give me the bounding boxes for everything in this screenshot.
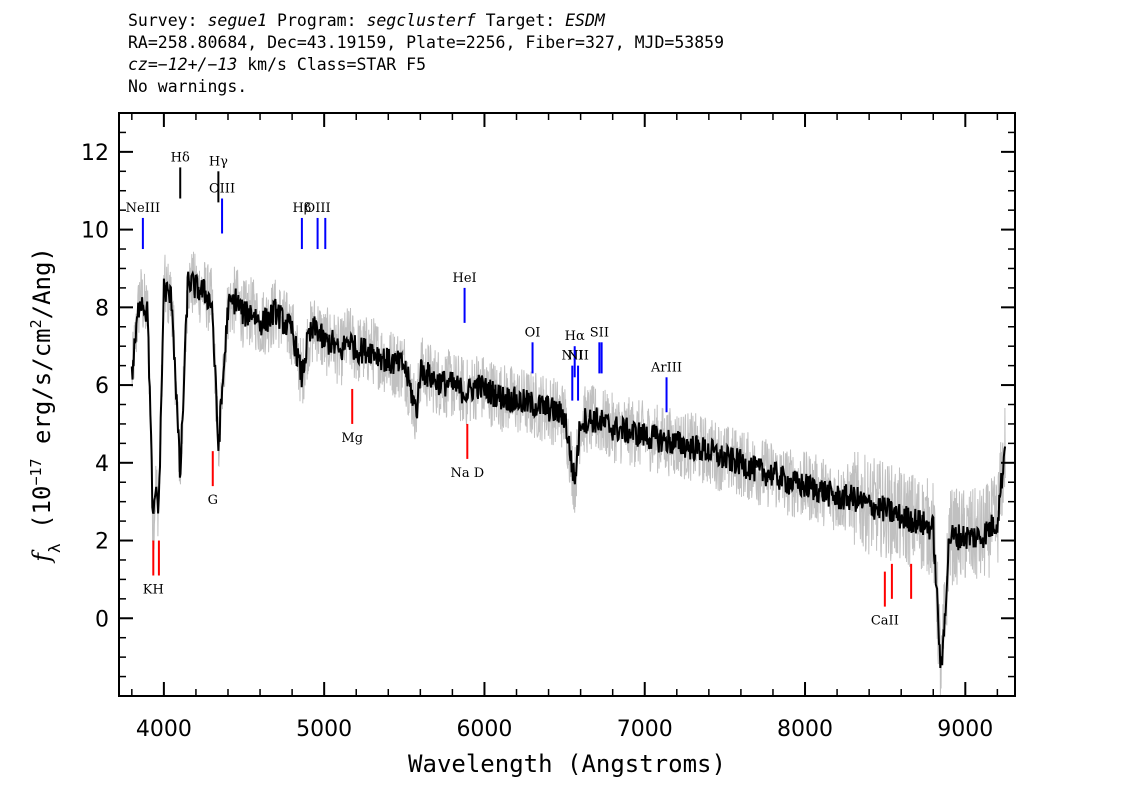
y-tick-label: 10	[81, 219, 109, 244]
header-coordinates-line: RA=258.80684, Dec=43.19159, Plate=2256, …	[128, 33, 725, 52]
y-tick-label: 6	[95, 374, 109, 399]
cz-label: cz	[128, 55, 148, 74]
target-label: Target:	[475, 11, 566, 30]
plot-header: Survey: segue1 Program: segclusterf Targ…	[128, 10, 724, 98]
ylabel-text: /Ang)	[28, 247, 56, 319]
ticks-layer: 4000 5000 6000 7000 8000 9000 0 2 4 6 8 10 12	[81, 113, 1015, 742]
survey-label: Survey:	[128, 11, 208, 30]
survey-value: segue1	[207, 11, 268, 30]
class-text: km/s Class=STAR F5	[237, 55, 427, 74]
y-tick-label: 12	[81, 141, 109, 166]
x-axis-label: Wavelength (Angstroms)	[408, 750, 726, 778]
emission-line-label: NeIII	[126, 201, 160, 216]
ylabel-text: erg/s/cm	[28, 328, 56, 458]
x-tick-label: 9000	[937, 717, 993, 742]
x-tick-label: 5000	[296, 717, 352, 742]
emission-line-label: Hα	[565, 329, 585, 344]
emission-line-label: OI	[525, 325, 541, 340]
ylabel-exponent: 2	[27, 319, 45, 328]
absorption-line-label: Na D	[450, 466, 484, 481]
absorption-line-label: CaII	[871, 614, 899, 629]
absorption-line-label: Mg	[341, 431, 363, 446]
emission-line-label: HeI	[452, 271, 476, 286]
program-value: segclusterf	[366, 11, 476, 30]
plot-frame	[118, 112, 1016, 697]
y-tick-label: 0	[95, 607, 109, 632]
header-redshift-line: cz=−12+/−13 km/s Class=STAR F5	[128, 54, 724, 76]
emission-line-label: ArIII	[650, 360, 682, 375]
header-warnings-line: No warnings.	[128, 77, 248, 96]
header-survey-line: Survey: segue1 Program: segclusterf Targ…	[128, 10, 724, 32]
emission-line-label: NII	[567, 349, 589, 364]
program-label: Program:	[267, 11, 367, 30]
spectrum-line	[130, 270, 1007, 669]
x-tick-label: 8000	[777, 717, 833, 742]
emission-line-label: OIII	[209, 182, 235, 197]
absorption-line-label: G	[208, 493, 218, 508]
ylabel-text: (10	[28, 486, 56, 544]
emission-line-label: NII	[561, 349, 583, 364]
x-tick-label: 6000	[456, 717, 512, 742]
y-tick-label: 4	[95, 452, 109, 477]
y-axis-label: fλ (10−17 erg/s/cm2/Ang)	[27, 247, 64, 564]
y-tick-label: 2	[95, 530, 109, 555]
emission-line-label: Hδ	[171, 150, 190, 165]
emission-line-label: OIII	[305, 201, 331, 216]
absorption-line-label: KH	[143, 583, 164, 598]
cz-value: =−12+/−13	[147, 55, 238, 74]
ylabel-subscript: λ	[45, 543, 64, 553]
y-tick-label: 8	[95, 296, 109, 321]
emission-line-label: SII	[590, 325, 609, 340]
x-tick-label: 4000	[136, 717, 192, 742]
x-tick-label: 7000	[617, 717, 673, 742]
spectrum-layer	[130, 270, 1007, 669]
target-value: ESDM	[565, 11, 605, 30]
ylabel-exponent: −17	[27, 458, 45, 485]
emission-line-label: Hγ	[209, 154, 228, 169]
emission-line-label: Hβ	[292, 201, 311, 216]
